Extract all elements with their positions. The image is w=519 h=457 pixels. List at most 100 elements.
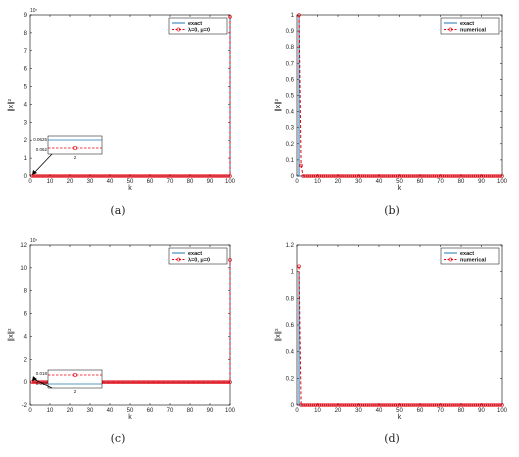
series-point-numerical — [204, 380, 208, 384]
series-point-numerical — [481, 403, 486, 407]
series-point-numerical — [494, 174, 498, 178]
series-point-numerical — [407, 174, 412, 178]
series-point-numerical — [428, 403, 433, 407]
x-tick-label: 10 — [314, 408, 321, 414]
series-point-numerical — [422, 174, 426, 178]
series-point-numerical — [118, 174, 122, 178]
y-axis-label: ∥x∥² — [7, 328, 15, 342]
series-point-numerical — [311, 174, 316, 178]
series-point-numerical — [354, 174, 359, 178]
series-point-numerical — [489, 174, 494, 178]
series-point-numerical — [434, 174, 439, 178]
legend-marker-numerical — [176, 27, 181, 32]
y-tick-label: 0.9 — [286, 29, 295, 35]
series-point-numerical — [80, 174, 84, 178]
x-tick-label: 10 — [47, 408, 54, 414]
series-point-numerical — [455, 403, 459, 407]
series-point-numerical — [448, 403, 453, 407]
series-point-numerical — [494, 403, 498, 407]
series-point-numerical — [500, 403, 504, 407]
series-point-numerical — [297, 264, 301, 269]
y-tick-label: 1 — [24, 156, 28, 162]
series-point-numerical — [132, 380, 136, 384]
series-point-numerical — [377, 403, 381, 407]
series-point-numerical — [459, 403, 463, 407]
inset-frame — [47, 135, 103, 155]
series-point-numerical — [138, 380, 142, 384]
series-point-numerical — [405, 403, 410, 407]
series-point-numerical — [432, 174, 437, 178]
series-point-numerical — [313, 174, 318, 178]
series-point-numerical — [72, 174, 76, 178]
series-point-numerical — [92, 174, 96, 178]
series-point-numerical — [212, 380, 216, 384]
series-point-numerical — [332, 174, 336, 178]
series-point-numerical — [150, 380, 154, 384]
y-axis-label: ∥x∥² — [274, 98, 282, 112]
series-point-numerical — [325, 174, 330, 178]
y-tick-label: 6 — [24, 312, 28, 318]
series-point-numerical — [375, 174, 379, 178]
series-point-numerical — [58, 174, 62, 178]
series-point-numerical — [168, 174, 172, 178]
series-point-numerical — [184, 174, 188, 178]
series-point-numerical — [473, 403, 478, 407]
x-tick-label: 60 — [417, 179, 424, 185]
series-point-numerical — [114, 380, 118, 384]
series-point-numerical — [467, 174, 472, 178]
series-point-numerical — [491, 174, 496, 178]
series-point-numerical — [196, 174, 200, 178]
legend-marker-numerical — [448, 27, 453, 32]
series-point-numerical — [420, 174, 424, 178]
series-point-numerical — [364, 174, 369, 178]
series-point-numerical — [334, 403, 338, 407]
inset-y-tick-label: 0.018 — [36, 371, 48, 376]
series-point-numerical — [489, 403, 494, 407]
series-point-numerical — [44, 174, 48, 178]
series-point-numerical — [457, 403, 461, 407]
series-point-numerical — [364, 403, 369, 407]
series-point-numerical — [208, 174, 212, 178]
series-point-numerical — [356, 403, 361, 407]
series-point-numerical — [106, 174, 110, 178]
series-point-numerical — [393, 174, 398, 178]
series-point-numerical — [94, 174, 98, 178]
series-point-numerical — [222, 174, 226, 178]
series-point-numerical — [469, 403, 474, 407]
series-point-numerical — [348, 174, 353, 178]
series-point-numerical — [176, 174, 180, 178]
series-point-numerical — [498, 174, 502, 178]
series-point-numerical — [313, 403, 318, 407]
series-point-numerical — [395, 403, 400, 407]
inset-arrow-head — [32, 376, 37, 382]
series-point-numerical — [336, 403, 340, 407]
series-point-numerical — [82, 174, 86, 178]
series-point-numerical — [130, 174, 134, 178]
series-point-numerical — [62, 174, 66, 178]
inset-x-tick-label: 2 — [74, 389, 77, 394]
series-point-numerical — [317, 403, 322, 407]
series-point-numerical — [198, 174, 202, 178]
series-point-numerical — [156, 174, 160, 178]
series-point-numerical — [371, 403, 375, 407]
series-point-numerical — [64, 174, 68, 178]
series-point-numerical — [34, 174, 38, 178]
legend-label-exact: exact — [188, 251, 202, 257]
series-point-numerical — [102, 380, 106, 384]
series-line-numerical — [298, 266, 502, 406]
x-tick-label: 40 — [107, 179, 114, 185]
series-point-numerical — [409, 403, 414, 407]
inset-y-tick-label: 0.062 — [36, 147, 48, 152]
series-point-numerical — [162, 174, 166, 178]
series-point-numerical — [463, 403, 467, 407]
series-point-numerical — [319, 403, 324, 407]
y-tick-label: 0.8 — [286, 45, 295, 51]
series-point-numerical — [465, 174, 469, 178]
legend-label-numerical: numerical — [460, 258, 486, 264]
series-point-numerical — [424, 403, 428, 407]
series-point-numerical — [200, 174, 204, 178]
series-point-numerical — [122, 174, 126, 178]
plot-frame — [296, 244, 503, 406]
series-point-numerical — [368, 403, 373, 407]
series-point-numerical — [228, 14, 232, 19]
